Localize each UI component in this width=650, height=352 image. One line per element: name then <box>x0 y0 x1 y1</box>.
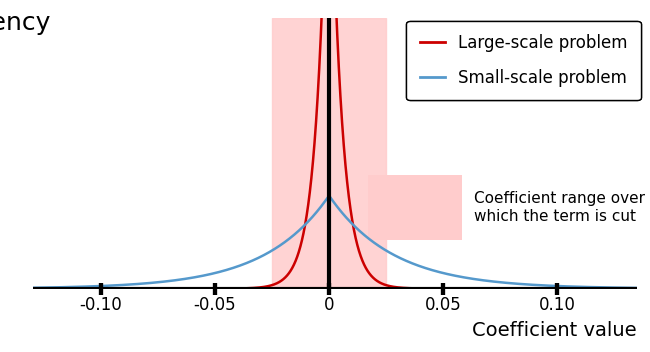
Text: Coefficient range over
which the term is cut: Coefficient range over which the term is… <box>474 191 645 224</box>
Bar <box>368 175 462 240</box>
Text: Coefficient value: Coefficient value <box>473 321 637 340</box>
Bar <box>272 18 386 289</box>
Text: Frequency: Frequency <box>0 11 51 34</box>
Legend: Large-scale problem, Small-scale problem: Large-scale problem, Small-scale problem <box>406 20 641 100</box>
